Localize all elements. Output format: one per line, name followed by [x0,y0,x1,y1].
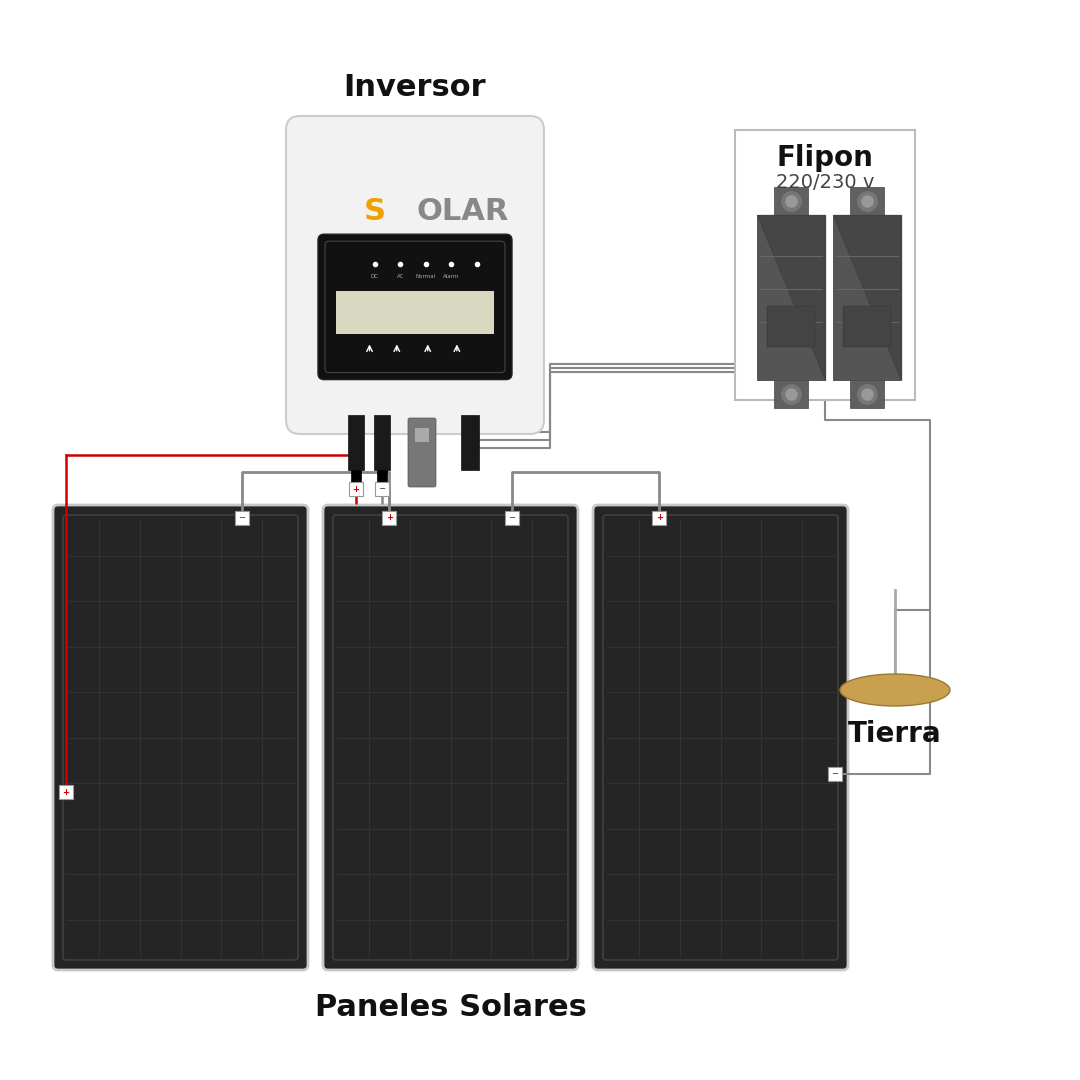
Bar [757,215,825,380]
Bar [461,415,480,470]
Text: Inversor: Inversor [343,73,486,102]
Bar [735,130,915,400]
Bar [774,187,808,215]
Text: DC: DC [370,274,379,280]
Bar [828,767,842,781]
Text: Tierra: Tierra [848,720,942,748]
Bar [833,215,901,380]
Text: 220/230 v: 220/230 v [775,173,874,191]
FancyBboxPatch shape [593,505,848,970]
Text: −: − [239,513,245,523]
FancyBboxPatch shape [286,116,544,434]
Text: Flipon: Flipon [777,144,874,172]
Text: −: − [378,485,386,494]
Ellipse shape [840,674,950,706]
Bar [774,380,808,408]
Bar [336,291,494,334]
Text: +: + [386,513,393,523]
Bar [351,470,361,490]
Bar [348,415,364,470]
Bar [652,511,666,525]
FancyBboxPatch shape [408,418,436,487]
Bar [349,482,363,496]
Bar [59,785,73,799]
Polygon shape [757,215,825,380]
FancyBboxPatch shape [53,505,308,970]
Bar [415,428,429,442]
Text: S: S [364,197,386,226]
Bar [375,482,389,496]
Bar [382,511,396,525]
Bar [374,415,390,470]
Text: −: − [832,769,838,779]
Text: −: − [509,513,515,523]
Text: +: + [352,485,360,494]
Text: Alarm: Alarm [443,274,460,280]
Text: Normal: Normal [416,274,436,280]
Bar [234,511,248,525]
Bar [767,306,814,347]
Text: OLAR: OLAR [417,197,510,226]
FancyBboxPatch shape [318,234,512,379]
Text: AC: AC [396,274,404,280]
Bar [850,187,885,215]
Text: +: + [656,513,663,523]
Bar [504,511,518,525]
Text: Paneles Solares: Paneles Solares [314,993,586,1022]
Bar [377,470,387,490]
Bar [850,380,885,408]
Text: +: + [63,787,69,797]
FancyBboxPatch shape [323,505,578,970]
Bar [843,306,891,347]
Polygon shape [833,215,901,380]
